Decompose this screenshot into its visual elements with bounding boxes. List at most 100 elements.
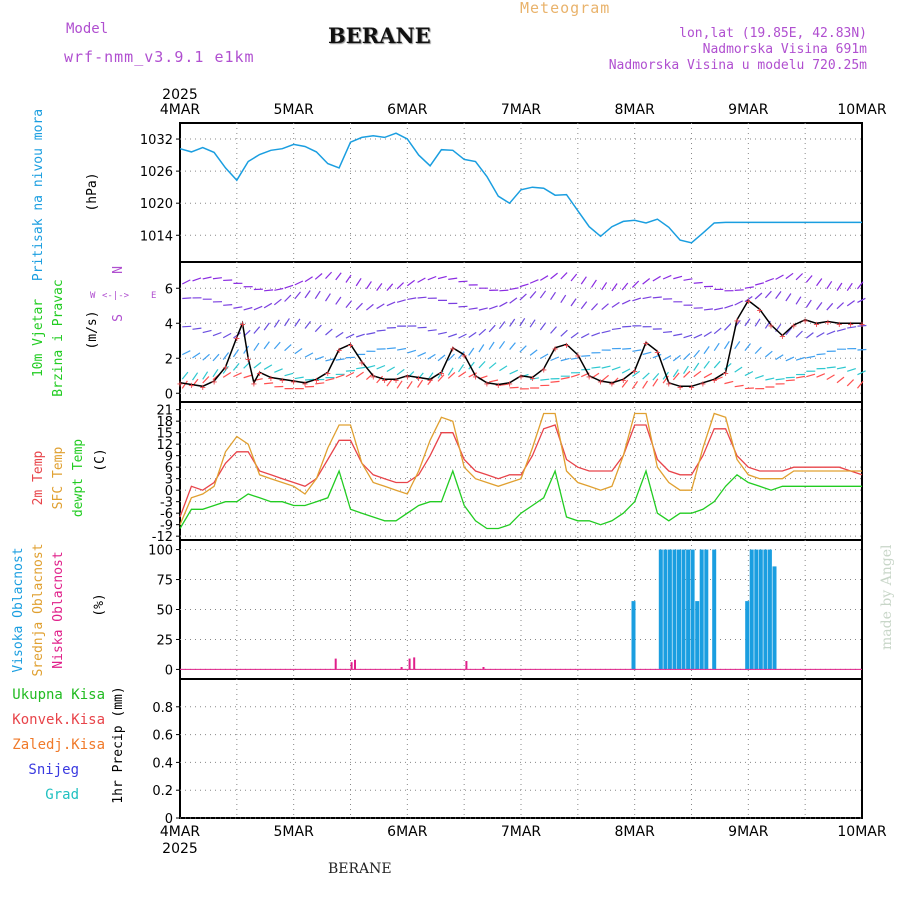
wind-arrow [396, 380, 403, 389]
wind-arrow [724, 362, 732, 370]
wind-arrow [304, 276, 313, 283]
pressure-axis-label: Pritisak na nivou mora [31, 109, 46, 281]
wind-arrow [284, 372, 294, 377]
wind-arrow [376, 283, 383, 292]
wind-gust-marker: + [382, 375, 388, 386]
wind-arrow [836, 328, 846, 332]
wind-gust-marker: + [313, 375, 319, 386]
wind-arrow [580, 333, 590, 339]
wind-arrow [284, 284, 294, 289]
x-tick-label-bottom: 4MAR [160, 824, 201, 840]
wind-arrow [488, 324, 496, 333]
wind-arrow [468, 331, 477, 338]
clouds-ytick-label: 75 [156, 574, 173, 589]
wind-arrow [243, 374, 253, 379]
wind-arrow [212, 368, 219, 378]
temperature-ytick-label: 12 [156, 438, 173, 453]
wind-arrow [744, 318, 751, 327]
wind-arrow [550, 326, 557, 334]
x-tick-label-top: 7MAR [501, 102, 542, 118]
wind-arrow [253, 305, 263, 311]
wind-gust-marker: + [507, 379, 513, 390]
wind-gust-marker: + [711, 375, 717, 386]
wind-arrow [805, 299, 812, 308]
wind-arrow [529, 377, 540, 381]
temperature-ytick-label: -6 [160, 507, 173, 522]
wind-arrow [202, 376, 210, 384]
wind-arrow [325, 328, 333, 336]
wind-arrow [570, 357, 580, 360]
wind-arrow [355, 277, 362, 287]
temp-unit-label: (C) [93, 448, 108, 471]
wind-arrow [427, 353, 436, 360]
wind-arrow [488, 305, 498, 310]
wind-gust-marker: + [609, 379, 615, 390]
wind-arrow [713, 327, 722, 335]
wind-arrow [202, 353, 210, 361]
x-tick-label-bottom: 7MAR [501, 824, 542, 840]
wind-arrow [324, 293, 331, 302]
wind-gust-marker: + [825, 318, 831, 329]
compass-cross: <-|-> [102, 291, 130, 301]
wind-arrow [499, 289, 509, 292]
wind-arrow [181, 380, 188, 389]
wind-arrow [570, 373, 580, 378]
wind-arrow [857, 324, 867, 327]
wind-arrow [714, 307, 724, 311]
wind-arrow [795, 330, 803, 338]
cloud-bar [631, 601, 636, 670]
compass-east: E [151, 291, 156, 301]
chart-title: Meteogram [520, 0, 611, 17]
cloud-bar [677, 549, 681, 670]
cloud-bar [350, 662, 353, 670]
cloud-bar [690, 549, 695, 670]
wind-arrow [591, 366, 601, 369]
wind-gust-marker: + [677, 382, 683, 393]
wind-arrow [366, 332, 376, 335]
wind-gust-marker: + [529, 374, 535, 385]
clouds-ytick-label: 50 [156, 604, 173, 619]
cloud-bar [672, 549, 677, 670]
wind-arrow [785, 272, 794, 280]
wind-arrow [294, 348, 303, 355]
wind-arrow [212, 331, 222, 337]
wind-arrow [856, 380, 864, 389]
wind-arrow [202, 276, 212, 280]
precip-legend-1: Konvek.Kisa [12, 712, 105, 728]
wind-arrow [345, 371, 355, 378]
wind-arrow [488, 341, 495, 350]
wind-arrow [724, 380, 734, 385]
wind-arrow [539, 290, 547, 299]
wind-arrow [406, 279, 415, 287]
precip-legend-4: Grad [45, 787, 79, 803]
wind-gust-marker: + [404, 372, 410, 383]
model-label: Model [66, 21, 109, 37]
wind-arrow [785, 327, 793, 336]
wind-arrow [417, 379, 424, 388]
precip-ytick-label: 0.6 [152, 729, 173, 744]
wind-arrow [765, 277, 775, 283]
wind-arrow [836, 376, 845, 384]
wind-arrow [366, 303, 374, 311]
wind-arrow [734, 366, 743, 373]
wind-arrow [365, 281, 372, 290]
wind-arrow [713, 342, 720, 352]
precip-legend-0: Ukupna Kisa [12, 687, 105, 703]
wind-arrow [376, 303, 385, 310]
wind-arrow [284, 294, 292, 302]
wind-arrow [386, 283, 394, 292]
wind-arrow [498, 321, 506, 330]
compass-south: S [111, 314, 126, 322]
wind-arrow [846, 300, 855, 307]
cloud-bar [745, 601, 750, 670]
wind-unit-label: (m/s) [85, 310, 100, 349]
wind-arrow [642, 278, 651, 285]
precip-ytick-label: 0.2 [152, 784, 173, 799]
cloud-bar [695, 601, 700, 670]
wind-arrow [601, 365, 611, 369]
wind-arrow [713, 360, 721, 369]
wind-arrow [366, 365, 376, 369]
wind-arrow [325, 358, 335, 362]
wind-arrow [816, 353, 826, 356]
wind-arrow [560, 376, 570, 380]
